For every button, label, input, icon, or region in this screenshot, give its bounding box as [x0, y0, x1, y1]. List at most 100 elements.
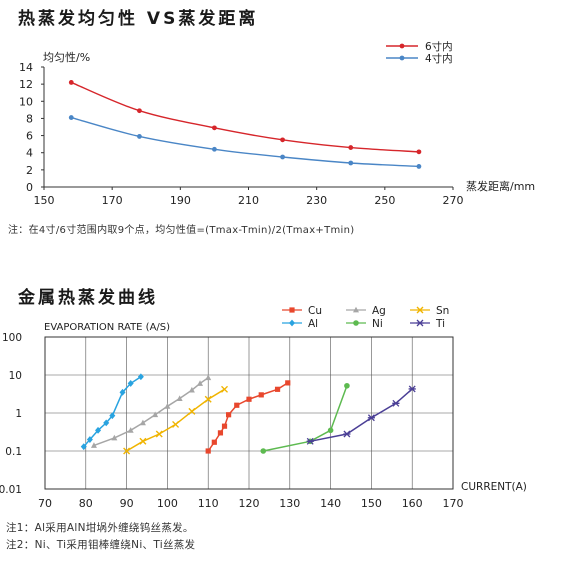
data-point-marker	[86, 436, 93, 443]
chart2-title: 金属热蒸发曲线	[18, 288, 158, 308]
x-tick-label: 250	[374, 194, 395, 207]
data-point-marker	[176, 395, 183, 401]
chart1-series	[68, 80, 422, 169]
data-point	[212, 146, 217, 152]
data-point-marker	[353, 306, 359, 313]
chart1-title: 热蒸发均匀性 VS蒸发距离	[18, 9, 259, 29]
y-tick-label: 0.01	[0, 484, 22, 496]
x-tick-label: 160	[402, 497, 423, 510]
y-tick-label: 14	[19, 61, 33, 74]
legend-label: 6寸内	[425, 40, 453, 53]
x-tick-label: 100	[157, 497, 178, 510]
data-point-marker	[119, 388, 126, 396]
legend-label: Cu	[308, 305, 322, 317]
plot-frame	[44, 336, 454, 490]
legend-label: Al	[308, 318, 318, 330]
x-tick-label: 140	[320, 497, 341, 510]
data-point-marker	[152, 411, 159, 418]
legend-marker	[399, 43, 405, 49]
y-tick-label: 4	[26, 147, 33, 160]
data-point-marker	[353, 320, 359, 326]
data-point-marker	[139, 419, 146, 426]
data-point-marker	[197, 380, 204, 386]
x-tick-label: 130	[279, 497, 300, 510]
x-tick-label: 70	[38, 497, 52, 510]
data-point-marker	[205, 448, 211, 454]
data-point-marker	[127, 427, 134, 433]
x-axis-title: 蒸发距离/mm	[466, 179, 535, 193]
chart2-note-2: 注2：Ni、Ti采用钼棒缠绕Ni、Ti丝蒸发	[6, 539, 196, 551]
data-point-marker	[188, 386, 195, 393]
data-point	[416, 164, 422, 169]
data-point-marker	[172, 420, 180, 428]
data-point-marker	[260, 448, 267, 454]
chart2-axes: 100 10 1 0.1 0.01 70 80 90 100 110 120 130 140 150 160…	[0, 322, 527, 510]
chart2-grid	[44, 336, 454, 490]
data-point-marker	[289, 307, 295, 313]
data-point-marker	[289, 319, 295, 327]
x-tick-label: 150	[361, 497, 382, 510]
data-point-marker	[221, 423, 228, 429]
y-tick-label: 6	[26, 130, 33, 143]
data-point-marker	[127, 380, 134, 387]
y-tick-label: 0.1	[5, 446, 22, 458]
data-point-marker	[258, 392, 264, 398]
data-point-marker	[306, 437, 314, 445]
data-point-marker	[205, 374, 212, 381]
legend-marker	[399, 55, 405, 61]
data-point-marker	[164, 403, 171, 409]
data-point-marker	[103, 419, 110, 427]
data-point-marker	[367, 414, 375, 422]
data-point-marker	[234, 402, 240, 408]
data-point	[280, 137, 285, 143]
series-line-al	[83, 376, 142, 448]
data-point	[348, 160, 354, 166]
data-point-marker	[344, 382, 350, 389]
data-point-marker	[95, 426, 102, 434]
chart1-note: 注：在4寸/6寸范围内取9个点，均匀性值=(Tmax-Tmin)/2(Tmax+…	[8, 225, 355, 236]
data-point-marker	[90, 442, 97, 448]
data-point-marker	[217, 430, 224, 436]
series-line-ni	[263, 385, 348, 452]
data-point	[137, 134, 142, 139]
data-point-marker	[204, 395, 212, 403]
y-tick-label: 0	[26, 181, 33, 194]
y-tick-label: 10	[19, 95, 33, 108]
data-point-marker	[246, 396, 252, 402]
data-point-marker	[123, 447, 131, 455]
data-point-marker	[343, 430, 351, 438]
data-point-marker	[188, 407, 196, 415]
data-point-marker	[109, 412, 116, 420]
y-tick-label: 10	[9, 370, 22, 382]
evaporation-chart: 100 10 1 0.1 0.01 70 80 90 100 110 120 130 140 150 160…	[0, 305, 527, 510]
data-point-marker	[327, 427, 334, 434]
chart2-legend: Cu Ag Sn Al Ni Ti	[282, 305, 449, 330]
uniformity-chart: 0 2 4 6 8 10 12 14 150 170 190 210 230 250 270 均匀性/% 蒸发距…	[19, 40, 535, 207]
data-point-marker	[392, 399, 400, 407]
y-tick-label: 8	[26, 112, 33, 125]
chart1-axes: 0 2 4 6 8 10 12 14 150 170 190 210 230 250 270 均匀性/% 蒸发距…	[19, 50, 535, 207]
data-point-marker	[416, 306, 424, 314]
data-point	[348, 145, 354, 150]
legend-label: Sn	[436, 305, 449, 317]
x-tick-label: 110	[198, 497, 219, 510]
x-tick-label: 120	[239, 497, 260, 510]
x-tick-label: 80	[79, 497, 93, 510]
x-tick-label: 270	[443, 194, 464, 207]
y-axis-title: EVAPORATION RATE (A/S)	[44, 322, 170, 333]
legend-label: 4寸内	[425, 52, 453, 65]
x-tick-label: 210	[238, 194, 259, 207]
x-tick-label: 190	[170, 194, 191, 207]
y-tick-label: 100	[2, 332, 22, 344]
legend-label: Ni	[372, 318, 383, 330]
chart2-series	[80, 373, 416, 455]
series-line-6inch	[70, 81, 419, 153]
data-point-marker	[139, 437, 147, 445]
y-axis-title: 均匀性/%	[43, 50, 90, 64]
data-point-marker	[408, 385, 416, 393]
series-line-4inch	[71, 116, 419, 168]
x-tick-label: 170	[443, 497, 464, 510]
legend-label: Ag	[372, 305, 386, 317]
x-tick-label: 90	[120, 497, 134, 510]
